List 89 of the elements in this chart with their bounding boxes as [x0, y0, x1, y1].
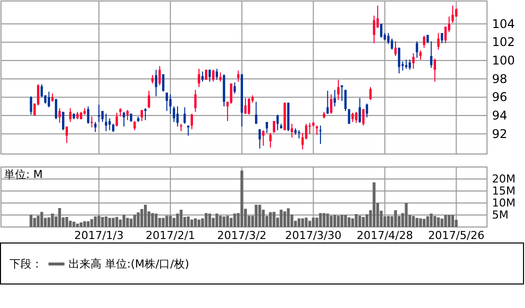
bar	[97, 216, 100, 227]
bar	[76, 224, 79, 227]
bar	[168, 216, 172, 227]
y-tick-label: 102	[492, 35, 515, 50]
bar	[240, 170, 244, 227]
bar	[104, 216, 108, 227]
bar	[144, 204, 147, 227]
bar	[344, 215, 347, 227]
bar	[433, 216, 436, 227]
bar	[322, 213, 326, 227]
y-tick-label: 98	[492, 72, 508, 86]
x-tick-label: 2017/3/30	[285, 229, 342, 242]
bar	[101, 216, 104, 227]
bar	[348, 217, 350, 227]
bar	[158, 218, 162, 227]
bar	[222, 216, 226, 227]
bar	[126, 218, 129, 227]
bar	[94, 216, 97, 227]
y-tick-label: 94	[492, 108, 508, 123]
x-tick-label: 2017/3/2	[217, 229, 267, 242]
bar	[386, 216, 390, 227]
bar	[133, 214, 136, 227]
bar	[80, 222, 82, 227]
bar	[108, 218, 112, 227]
bar	[362, 216, 365, 227]
bar	[419, 218, 422, 227]
bar	[172, 218, 176, 227]
bar	[394, 210, 397, 227]
legend-title: 下段：	[10, 258, 42, 270]
bar	[36, 216, 40, 227]
bar	[33, 218, 36, 227]
bar	[122, 214, 126, 227]
y-tick-label: 5M	[492, 208, 508, 222]
bar	[372, 182, 376, 227]
x-tick-label: 2017/5/26	[428, 229, 484, 242]
bar	[83, 221, 86, 227]
y-tick-label: 104	[492, 16, 515, 31]
bar	[154, 214, 158, 227]
bar	[218, 216, 222, 227]
bar	[448, 215, 451, 227]
bar	[416, 218, 418, 227]
y-tick-label: 96	[492, 90, 508, 104]
bar	[47, 217, 50, 227]
x-tick-label: 2017/1/3	[74, 229, 124, 242]
bar	[86, 221, 90, 227]
bar	[151, 213, 154, 227]
bar	[254, 204, 258, 227]
y-tick-label: 100	[492, 54, 515, 68]
bar	[301, 218, 304, 227]
bar	[319, 213, 322, 227]
bar	[72, 222, 76, 227]
y-tick-label: 15M	[492, 184, 516, 198]
bar	[351, 218, 354, 227]
legend-label: 出来高 単位:(M株/口/枚)	[68, 258, 190, 270]
bar	[204, 213, 208, 227]
bar	[444, 215, 447, 227]
bar	[440, 218, 444, 227]
bar	[176, 214, 179, 227]
annotation: 単位: M	[4, 168, 43, 181]
bar	[198, 220, 200, 227]
x-tick-label: 2017/4/28	[356, 229, 413, 242]
y-tick-label: 10M	[492, 196, 516, 210]
bar	[30, 214, 32, 227]
bar	[68, 220, 72, 227]
bar	[272, 212, 276, 227]
bar	[326, 214, 330, 227]
bar	[436, 217, 440, 227]
bar	[336, 216, 340, 227]
bar	[215, 214, 218, 227]
bar	[298, 218, 300, 227]
y-tick-label: 92	[492, 126, 508, 141]
legend: 下段： 出来高 単位:(M株/口/枚)	[0, 242, 524, 284]
bar	[194, 218, 197, 227]
bar	[366, 214, 368, 227]
bar	[226, 216, 229, 227]
bar	[340, 215, 344, 227]
bar	[58, 208, 62, 227]
bar	[269, 212, 272, 227]
bar	[230, 218, 233, 227]
bar	[280, 210, 283, 227]
bar	[190, 220, 194, 227]
bar	[180, 210, 183, 227]
bar	[312, 218, 315, 227]
x-tick-label: 2017/2/1	[146, 229, 196, 242]
bar	[130, 218, 133, 227]
bar	[51, 214, 54, 227]
y-tick-label: 20M	[492, 172, 516, 186]
bar	[412, 216, 415, 227]
bar	[422, 218, 426, 227]
